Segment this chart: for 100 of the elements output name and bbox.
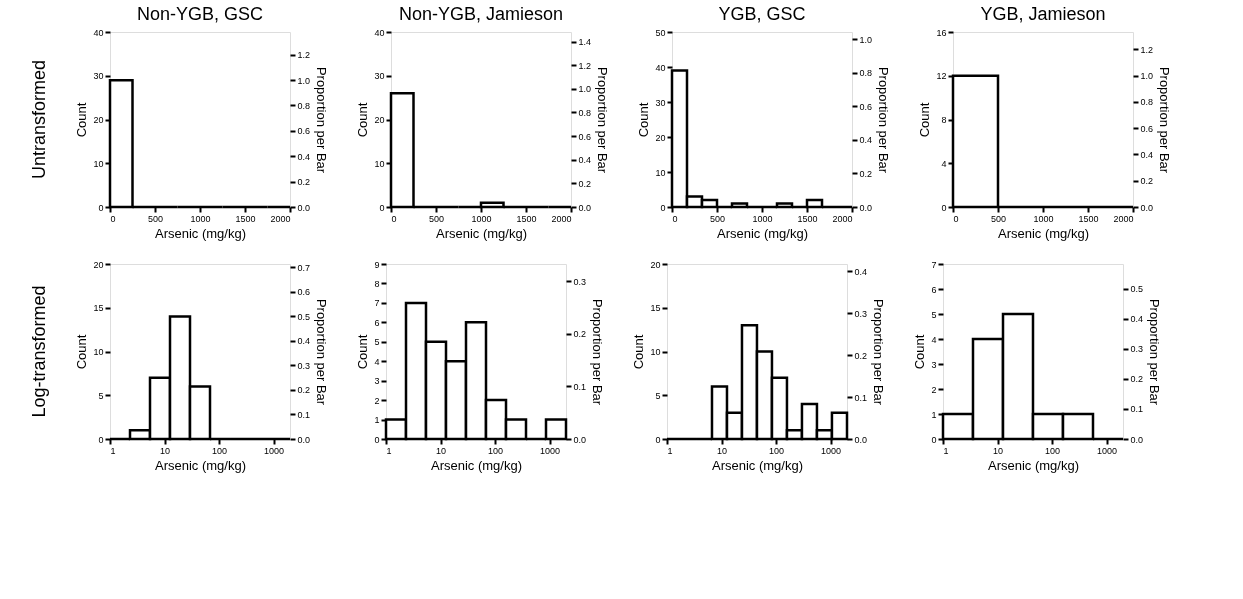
- x-tick-label: 1500: [516, 213, 537, 224]
- x-tick-label: 1000: [752, 213, 773, 224]
- y2-tick-label: 1.4: [578, 37, 592, 48]
- y2-axis-title: Proportion per Bar: [1147, 298, 1163, 406]
- y-tick-label: 3: [931, 359, 937, 370]
- x-tick-label: 2000: [551, 213, 572, 224]
- y2-tick-label: 0.3: [297, 360, 311, 371]
- x-tick-label: 10: [993, 445, 1004, 456]
- x-tick-label: 1500: [797, 213, 818, 224]
- x-tick-label: 100: [1045, 445, 1061, 456]
- x-axis-title: Arsenic (mg/kg): [716, 225, 809, 241]
- y2-tick-label: 0.0: [297, 434, 311, 445]
- y-tick-label: 5: [98, 390, 104, 401]
- y2-axis-title: Proportion per Bar: [314, 66, 330, 174]
- y-tick-label: 0: [941, 202, 947, 213]
- x-tick-label: 1000: [1033, 213, 1054, 224]
- chart-title: YGB, Jamieson: [980, 4, 1106, 24]
- y-tick-label: 1: [931, 409, 937, 420]
- y-tick-label: 10: [93, 158, 104, 169]
- y2-tick-label: 0.2: [573, 329, 587, 340]
- y2-tick-label: 0.4: [578, 155, 592, 166]
- y-tick-label: 0: [931, 434, 937, 445]
- y2-axis-title: Proportion per Bar: [876, 66, 892, 174]
- x-tick-label: 0: [953, 213, 959, 224]
- x-axis-title: Arsenic (mg/kg): [154, 457, 247, 473]
- y-tick-label: 20: [655, 132, 666, 143]
- y2-axis-title: Proportion per Bar: [1157, 66, 1173, 174]
- text: Untransformed: [29, 59, 49, 180]
- y-tick-label: 15: [650, 303, 661, 314]
- y-tick-label: 12: [936, 71, 947, 82]
- y-tick-label: 16: [936, 27, 947, 38]
- y2-tick-label: 0.4: [297, 336, 311, 347]
- x-axis-title: Arsenic (mg/kg): [987, 457, 1080, 473]
- x-tick-label: 500: [428, 213, 445, 224]
- y2-tick-label: 0.0: [854, 434, 868, 445]
- x-tick-label: 0: [110, 213, 116, 224]
- y2-axis-title: Proportion per Bar: [314, 298, 330, 406]
- chart-title: YGB, GSC: [718, 4, 806, 24]
- x-tick-label: 10: [160, 445, 171, 456]
- x-tick-label: 1000: [1097, 445, 1118, 456]
- y2-tick-label: 0.5: [1130, 284, 1144, 295]
- x-tick-label: 100: [488, 445, 504, 456]
- y2-tick-label: 0.1: [854, 392, 868, 403]
- y-tick-label: 0: [660, 202, 666, 213]
- y-tick-label: 40: [93, 27, 104, 38]
- y2-tick-label: 0.2: [1140, 176, 1154, 187]
- y-tick-label: 9: [374, 259, 380, 270]
- y-tick-label: 20: [374, 115, 385, 125]
- y2-tick-label: 1.2: [1140, 44, 1154, 55]
- y-tick-label: 0: [98, 202, 104, 213]
- y2-tick-label: 0.0: [573, 434, 587, 445]
- y2-tick-label: 1.0: [859, 34, 873, 45]
- y-tick-label: 0: [655, 434, 661, 445]
- x-tick-label: 1500: [235, 213, 256, 224]
- y-tick-label: 5: [655, 390, 661, 401]
- y2-tick-label: 0.0: [859, 202, 873, 213]
- y2-tick-label: 0.0: [297, 202, 311, 213]
- text: Log-transformed: [29, 285, 49, 418]
- y-tick-label: 10: [93, 347, 104, 357]
- y2-tick-label: 0.4: [297, 151, 311, 162]
- chart-title: Non-YGB, GSC: [136, 4, 264, 24]
- y-tick-label: 2: [374, 395, 380, 406]
- y2-tick-label: 0.2: [1130, 374, 1144, 385]
- x-tick-label: 1000: [821, 445, 842, 456]
- y-tick-label: 15: [93, 303, 104, 314]
- x-axis-title: Arsenic (mg/kg): [997, 225, 1090, 241]
- y2-tick-label: 0.1: [1130, 404, 1144, 415]
- y-tick-label: 20: [93, 259, 104, 270]
- x-tick-label: 0: [672, 213, 678, 224]
- y-tick-label: 4: [931, 334, 937, 345]
- y-tick-label: 0: [98, 434, 104, 445]
- y2-tick-label: 0.2: [297, 385, 311, 396]
- x-tick-label: 1: [386, 445, 392, 456]
- y-axis-title: Count: [74, 102, 90, 138]
- y2-axis-title: Proportion per Bar: [590, 298, 606, 406]
- x-axis-title: Arsenic (mg/kg): [435, 225, 528, 241]
- y-tick-label: 20: [93, 115, 104, 125]
- y2-tick-label: 1.0: [297, 75, 311, 86]
- y-axis-title: Count: [917, 102, 933, 138]
- y-tick-label: 30: [93, 71, 104, 82]
- y-axis-title: Count: [631, 334, 647, 370]
- y2-axis-title: Proportion per Bar: [595, 66, 611, 174]
- y-tick-label: 8: [941, 115, 947, 125]
- x-tick-label: 1500: [1078, 213, 1099, 224]
- x-tick-label: 0: [391, 213, 397, 224]
- y-tick-label: 10: [655, 167, 666, 178]
- y2-tick-label: 0.0: [578, 202, 592, 213]
- y2-tick-label: 0.2: [297, 177, 311, 188]
- y2-tick-label: 0.0: [1130, 434, 1144, 445]
- y2-tick-label: 1.2: [297, 50, 311, 61]
- y2-tick-label: 0.8: [859, 68, 873, 79]
- y-tick-label: 5: [374, 337, 380, 348]
- x-tick-label: 10: [717, 445, 728, 456]
- x-tick-label: 1000: [264, 445, 285, 456]
- x-axis-title: Arsenic (mg/kg): [711, 457, 804, 473]
- y-tick-label: 40: [655, 62, 666, 73]
- y2-tick-label: 0.3: [573, 276, 587, 287]
- y-tick-label: 30: [655, 97, 666, 108]
- y2-tick-label: 0.6: [578, 131, 592, 142]
- x-tick-label: 500: [990, 213, 1007, 224]
